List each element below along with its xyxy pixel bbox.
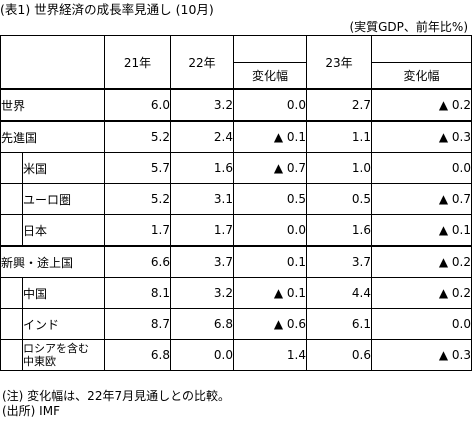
cell-21: 5.2 <box>104 120 171 153</box>
row-label-line-1: ロシアを含む <box>23 342 90 355</box>
cell-22: 0.0 <box>170 339 234 371</box>
table-row-us: 米国 5.7 1.6 ▲ 0.7 1.0 0.0 <box>0 152 472 184</box>
cell-21: 8.7 <box>104 308 171 340</box>
cell-change-23: ▲ 0.3 <box>371 339 472 371</box>
cell-22: 3.2 <box>170 88 234 122</box>
cell-change-23: ▲ 0.1 <box>371 214 472 247</box>
cell-change-22: ▲ 0.1 <box>233 277 307 309</box>
cell-22: 3.7 <box>170 245 234 278</box>
cell-23: 2.7 <box>306 88 372 122</box>
col-header-22: 22年 <box>170 35 234 90</box>
table-row-china: 中国 8.1 3.2 ▲ 0.1 4.4 ▲ 0.2 <box>0 277 472 309</box>
cell-change-22: 0.0 <box>233 214 307 247</box>
cell-change-22: 0.5 <box>233 183 307 215</box>
row-label: 世界 <box>0 88 105 122</box>
cell-22: 3.2 <box>170 277 234 309</box>
header-row-top: 21年 22年 23年 <box>0 35 472 90</box>
footnote-change: (注) 変化幅は、22年7月見通しとの比較。 <box>2 389 230 403</box>
indent-cell <box>0 277 23 309</box>
cell-22: 3.1 <box>170 183 234 215</box>
header-corner <box>0 35 105 90</box>
footnotes: (注) 変化幅は、22年7月見通しとの比較。 (出所) IMF <box>2 389 230 419</box>
table-row-advanced: 先進国 5.2 2.4 ▲ 0.1 1.1 ▲ 0.3 <box>0 120 472 153</box>
col-header-22-spacer <box>233 35 307 63</box>
table-row-emerging-europe: ロシアを含む 中東欧 6.8 0.0 1.4 0.6 ▲ 0.3 <box>0 339 472 371</box>
col-header-23-spacer <box>371 35 472 63</box>
cell-23: 0.5 <box>306 183 372 215</box>
row-label-line-2: 中東欧 <box>23 355 57 368</box>
cell-change-23: ▲ 0.3 <box>371 120 472 153</box>
cell-21: 6.6 <box>104 245 171 278</box>
row-label: 先進国 <box>0 120 105 153</box>
indent-cell <box>0 214 23 247</box>
growth-forecast-table: 21年 22年 23年 変化幅 変化幅 世界 6.0 3.2 0.0 2.7 ▲… <box>0 35 472 371</box>
cell-change-23: ▲ 0.7 <box>371 183 472 215</box>
cell-change-22: ▲ 0.6 <box>233 308 307 340</box>
table-row-world: 世界 6.0 3.2 0.0 2.7 ▲ 0.2 <box>0 88 472 122</box>
row-label: インド <box>22 308 105 340</box>
table-row-india: インド 8.7 6.8 ▲ 0.6 6.1 0.0 <box>0 308 472 340</box>
cell-change-23: ▲ 0.2 <box>371 277 472 309</box>
indent-cell <box>0 183 23 215</box>
cell-change-23: 0.0 <box>371 152 472 184</box>
cell-22: 1.6 <box>170 152 234 184</box>
cell-21: 6.0 <box>104 88 171 122</box>
cell-change-22: 0.1 <box>233 245 307 278</box>
row-label: 中国 <box>22 277 105 309</box>
cell-23: 4.4 <box>306 277 372 309</box>
row-label: ユーロ圏 <box>22 183 105 215</box>
col-header-change-23: 変化幅 <box>371 62 472 90</box>
footnote-source: (出所) IMF <box>2 404 60 418</box>
cell-change-22: 0.0 <box>233 88 307 122</box>
cell-22: 6.8 <box>170 308 234 340</box>
col-header-change-22: 変化幅 <box>233 62 307 90</box>
table-row-japan: 日本 1.7 1.7 0.0 1.6 ▲ 0.1 <box>0 214 472 247</box>
cell-21: 8.1 <box>104 277 171 309</box>
cell-change-23: ▲ 0.2 <box>371 88 472 122</box>
cell-change-22: ▲ 0.7 <box>233 152 307 184</box>
row-label: ロシアを含む 中東欧 <box>22 339 105 371</box>
row-label: 米国 <box>22 152 105 184</box>
cell-change-22: ▲ 0.1 <box>233 120 307 153</box>
cell-22: 2.4 <box>170 120 234 153</box>
col-header-23: 23年 <box>306 35 372 90</box>
cell-22: 1.7 <box>170 214 234 247</box>
cell-23: 1.0 <box>306 152 372 184</box>
cell-change-22: 1.4 <box>233 339 307 371</box>
cell-change-23: ▲ 0.2 <box>371 245 472 278</box>
cell-21: 5.2 <box>104 183 171 215</box>
cell-23: 6.1 <box>306 308 372 340</box>
indent-cell <box>0 152 23 184</box>
row-label-text: ロシアを含む 中東欧 <box>23 342 90 368</box>
col-header-21: 21年 <box>104 35 171 90</box>
cell-21: 6.8 <box>104 339 171 371</box>
cell-23: 1.6 <box>306 214 372 247</box>
indent-cell <box>0 308 23 340</box>
cell-23: 3.7 <box>306 245 372 278</box>
table-row-euro-area: ユーロ圏 5.2 3.1 0.5 0.5 ▲ 0.7 <box>0 183 472 215</box>
cell-change-23: 0.0 <box>371 308 472 340</box>
header-row-bottom: 変化幅 変化幅 <box>1 62 472 90</box>
indent-cell <box>0 339 23 371</box>
cell-21: 1.7 <box>104 214 171 247</box>
cell-23: 1.1 <box>306 120 372 153</box>
row-label: 日本 <box>22 214 105 247</box>
row-label: 新興・途上国 <box>0 245 105 278</box>
cell-23: 0.6 <box>306 339 372 371</box>
table-row-emerging: 新興・途上国 6.6 3.7 0.1 3.7 ▲ 0.2 <box>0 245 472 278</box>
table-title: (表1) 世界経済の成長率見通し (10月) <box>0 2 214 17</box>
unit-label: (実質GDP、前年比%) <box>349 20 468 34</box>
cell-21: 5.7 <box>104 152 171 184</box>
